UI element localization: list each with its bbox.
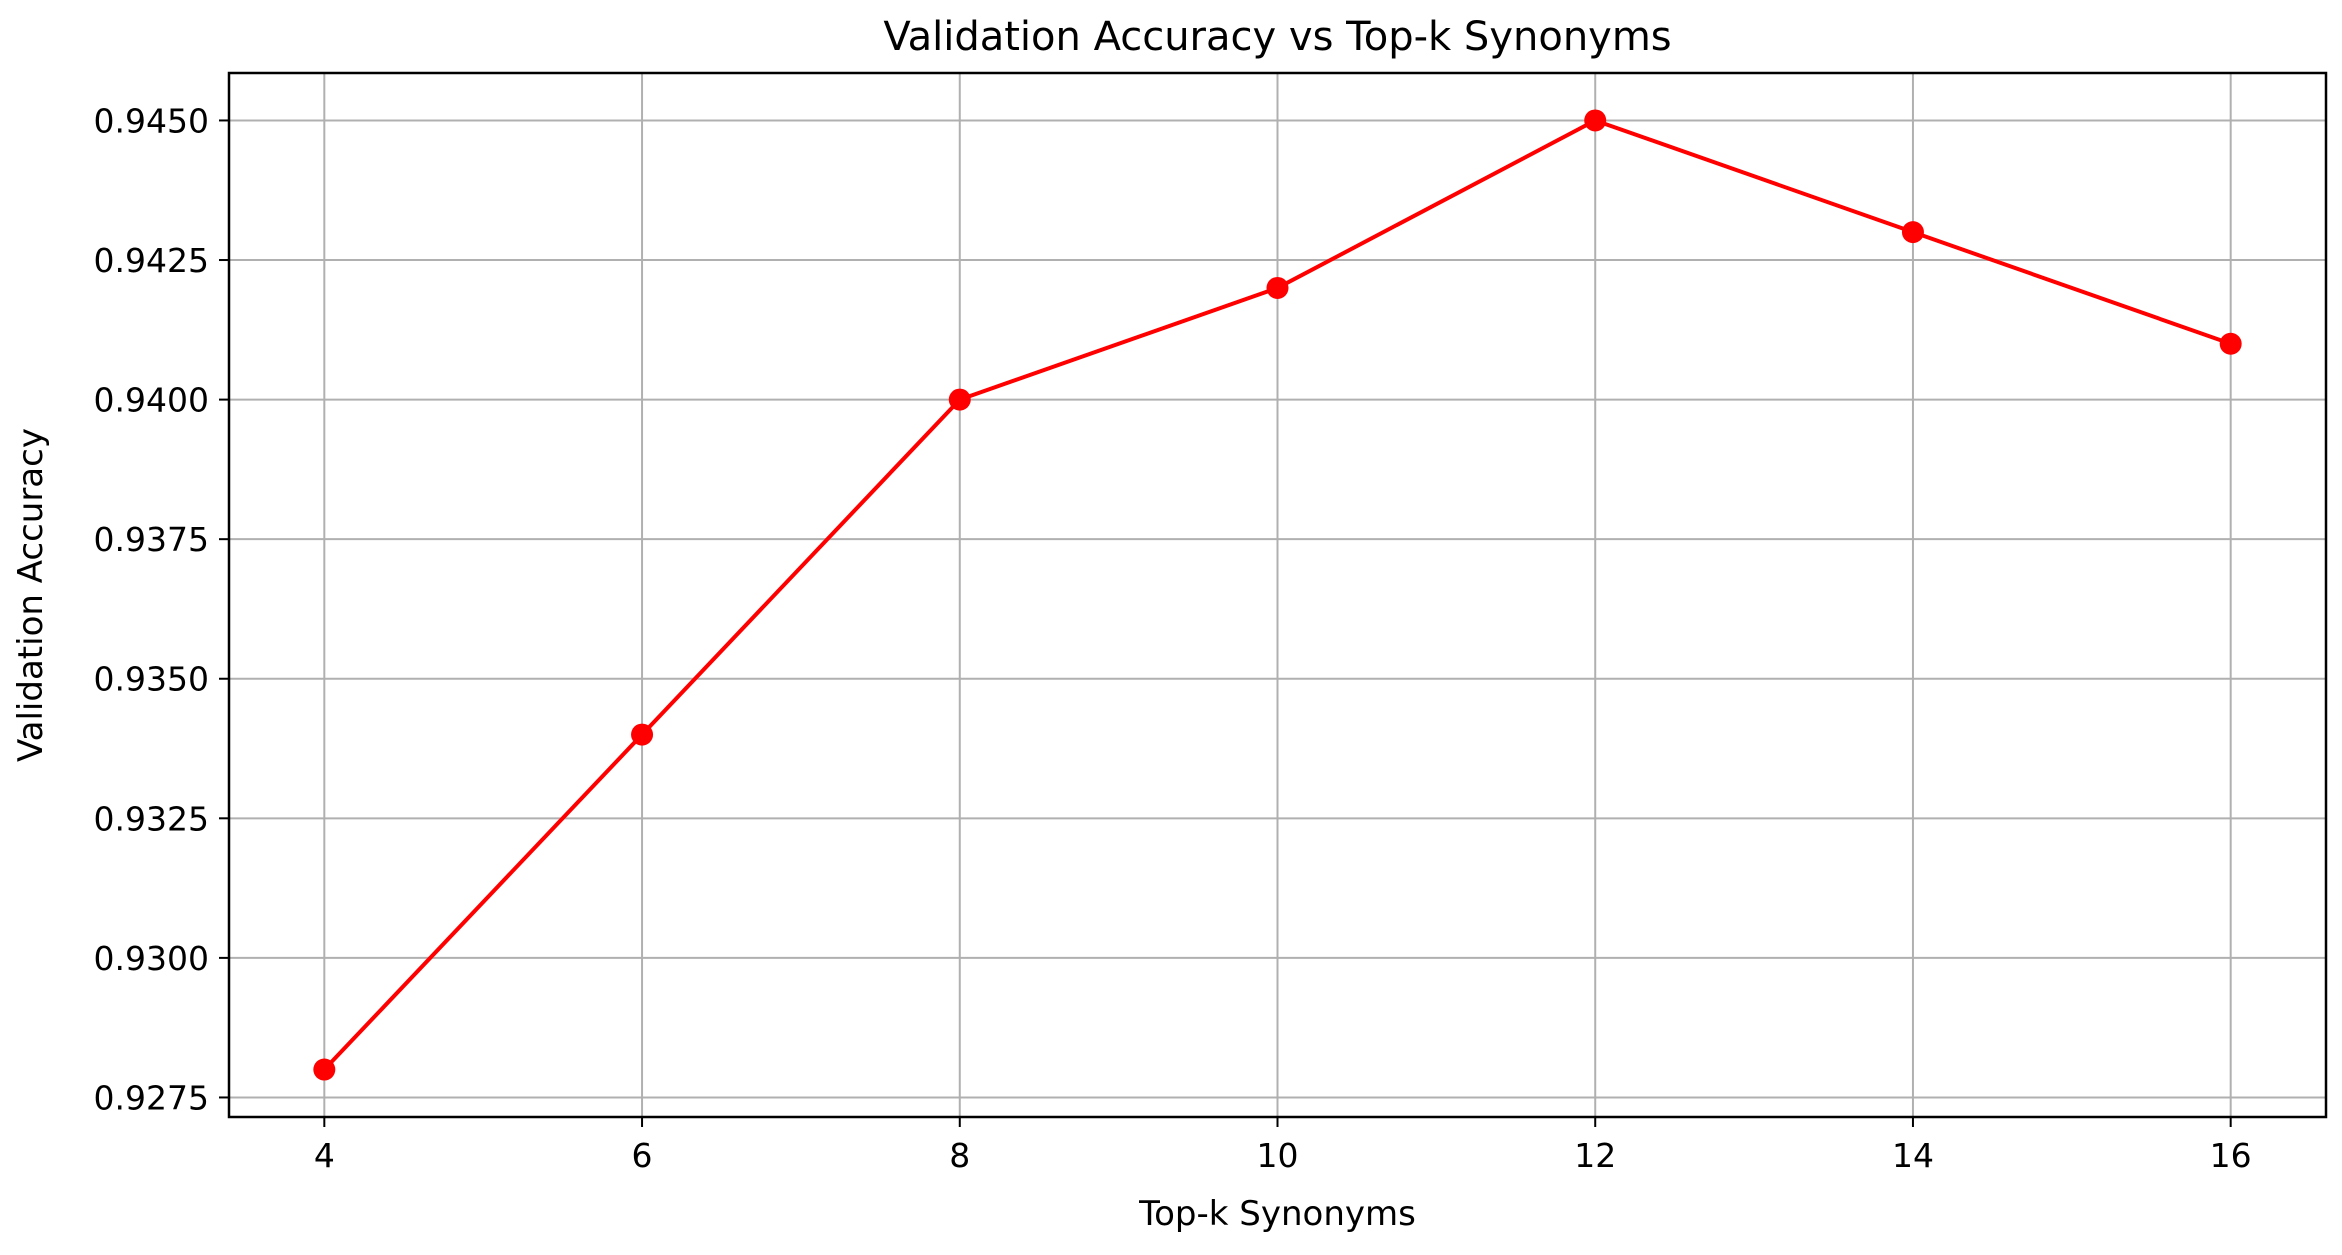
y-tick-label: 0.9400: [94, 381, 209, 420]
axis-ticks: 4 6 8 10 12 14 16 0.9275 0.9300 0.9325 0.9350 0.937…: [94, 101, 2252, 1175]
x-tick-label: 6: [632, 1136, 653, 1175]
data-point: [1901, 221, 1924, 244]
series: [313, 109, 2242, 1081]
data-point: [631, 723, 654, 746]
data-point: [948, 388, 971, 411]
y-axis-title: Validation Accuracy: [11, 428, 51, 762]
x-tick-label: 8: [949, 1136, 970, 1175]
x-tick-label: 4: [314, 1136, 335, 1175]
chart-title: Validation Accuracy vs Top-k Synonyms: [883, 14, 1671, 60]
x-axis-title: Top-k Synonyms: [1138, 1194, 1416, 1234]
y-tick-label: 0.9325: [94, 799, 209, 838]
y-tick-label: 0.9275: [94, 1078, 209, 1117]
x-tick-label: 12: [1574, 1136, 1616, 1175]
x-tick-label: 16: [2210, 1136, 2252, 1175]
y-tick-label: 0.9375: [94, 520, 209, 559]
y-tick-label: 0.9350: [94, 660, 209, 699]
plot-frame: [227, 71, 2328, 1119]
y-tick-label: 0.9425: [94, 241, 209, 280]
data-point: [313, 1058, 336, 1081]
y-tick-label: 0.9450: [94, 101, 209, 140]
data-point: [2219, 332, 2242, 355]
x-tick-label: 10: [1257, 1136, 1299, 1175]
data-point: [1266, 276, 1289, 299]
x-tick-label: 14: [1892, 1136, 1934, 1175]
grid: [229, 73, 2326, 1117]
y-tick-label: 0.9300: [94, 939, 209, 978]
data-point: [1584, 109, 1607, 132]
